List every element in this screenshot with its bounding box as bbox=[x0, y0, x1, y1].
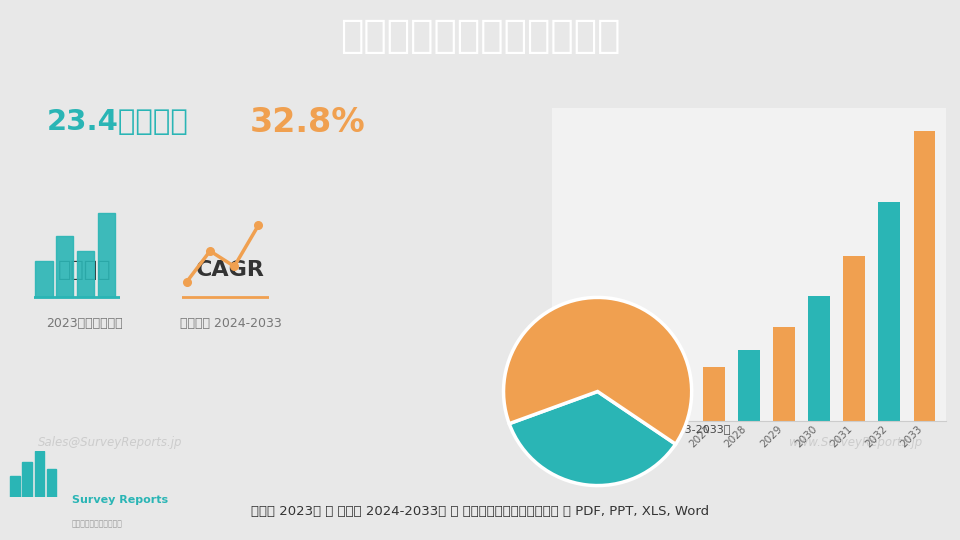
Bar bbox=[773, 327, 795, 421]
Wedge shape bbox=[509, 392, 676, 485]
Text: 北アメリカ: 北アメリカ bbox=[739, 225, 809, 249]
Bar bbox=[667, 381, 689, 421]
Text: 基準年 2023年 ｜ 予測年 2024-2033年 ｜ 調査レポートフォーマット ： PDF, PPT, XLS, Word: 基準年 2023年 ｜ 予測年 2024-2033年 ｜ 調査レポートフォーマッ… bbox=[251, 505, 709, 518]
Text: 銀行市場における機械学習: 銀行市場における機械学習 bbox=[340, 17, 620, 56]
Bar bbox=[878, 202, 900, 421]
Bar bbox=[35, 451, 44, 497]
Bar bbox=[633, 390, 655, 421]
Bar bbox=[56, 235, 73, 297]
Text: 32.8%: 32.8% bbox=[250, 106, 365, 139]
Bar bbox=[703, 367, 725, 421]
Bar bbox=[22, 462, 32, 497]
Wedge shape bbox=[504, 298, 691, 444]
Bar bbox=[36, 261, 53, 297]
Text: 23.4億米ドル: 23.4億米ドル bbox=[47, 108, 189, 136]
Bar bbox=[47, 469, 57, 497]
Text: 市場価値: 市場価値 bbox=[59, 260, 111, 280]
Text: 2033年に最も高い市場
シェアを獲得: 2033年に最も高い市場 シェアを獲得 bbox=[739, 286, 841, 320]
Bar bbox=[77, 251, 94, 297]
Bar bbox=[597, 398, 619, 421]
Bar bbox=[11, 476, 20, 497]
Text: 予測期間 2024-2033: 予測期間 2024-2033 bbox=[180, 317, 281, 330]
Text: 正確な結果、詳細な分析: 正確な結果、詳細な分析 bbox=[72, 519, 123, 529]
Bar bbox=[738, 350, 759, 421]
Text: Sales@SurveyReports.jp: Sales@SurveyReports.jp bbox=[37, 436, 182, 449]
Bar bbox=[843, 256, 865, 421]
Bar bbox=[808, 296, 830, 421]
Bar bbox=[564, 423, 580, 436]
Text: www.SurveyReports.jp: www.SurveyReports.jp bbox=[789, 436, 923, 449]
Text: CAGR: CAGR bbox=[196, 260, 265, 280]
Bar bbox=[98, 213, 115, 297]
Text: 市場規模（億米ドル）、2023-2033年: 市場規模（億米ドル）、2023-2033年 bbox=[588, 424, 731, 434]
Bar bbox=[914, 131, 935, 421]
Text: Survey Reports: Survey Reports bbox=[72, 495, 168, 505]
Bar bbox=[563, 404, 584, 421]
Text: 2023年の市場規模: 2023年の市場規模 bbox=[46, 317, 123, 330]
